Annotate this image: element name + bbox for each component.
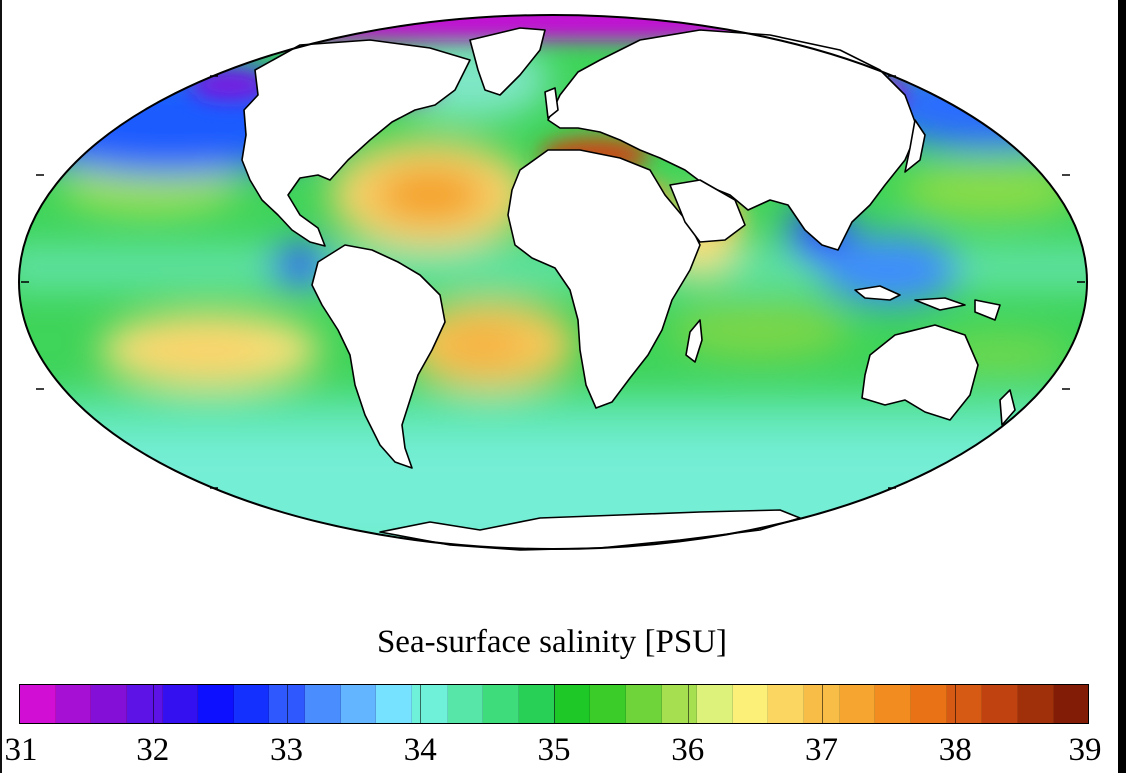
colorbar-segment bbox=[269, 685, 306, 723]
colorbar-segment bbox=[839, 685, 876, 723]
colorbar-segment bbox=[875, 685, 912, 723]
latitude-ticks bbox=[21, 75, 1085, 489]
colorbar-segment bbox=[305, 685, 341, 723]
colorbar-segment bbox=[233, 685, 270, 723]
colorbar-segment bbox=[697, 685, 733, 723]
colorbar-segment bbox=[126, 685, 163, 723]
indonesia bbox=[854, 285, 901, 301]
australia bbox=[861, 324, 979, 421]
colorbar-segment bbox=[911, 685, 947, 723]
colorbar-segment bbox=[661, 685, 698, 723]
colorbar-segment bbox=[198, 685, 234, 723]
colorbar-tick-label: 35 bbox=[537, 732, 571, 768]
salinity-world-map bbox=[18, 14, 1088, 551]
japan bbox=[904, 119, 926, 173]
eurasia bbox=[547, 29, 919, 251]
south-america bbox=[311, 244, 446, 469]
north-america bbox=[241, 39, 471, 247]
greenland bbox=[469, 27, 546, 96]
colorbar-segment bbox=[376, 685, 413, 723]
colorbar-segment bbox=[732, 685, 769, 723]
colorbar-tick-label: 33 bbox=[270, 732, 303, 768]
colorbar-segment bbox=[590, 685, 626, 723]
arabia bbox=[669, 179, 746, 243]
colorbar-segment bbox=[1017, 685, 1054, 723]
land-masses bbox=[241, 27, 1016, 551]
colorbar-segment bbox=[162, 685, 199, 723]
colorbar-segment bbox=[1053, 685, 1089, 723]
colorbar-segment bbox=[91, 685, 127, 723]
colorbar-segment bbox=[625, 685, 662, 723]
salinity-colorbar bbox=[19, 684, 1089, 724]
colorbar-tick-label: 34 bbox=[403, 732, 437, 768]
colorbar-segment bbox=[447, 685, 484, 723]
africa bbox=[507, 149, 701, 409]
colorbar-tick-label: 37 bbox=[805, 732, 838, 768]
colorbar-tick-label: 39 bbox=[1068, 732, 1102, 768]
colorbar-tick-label: 36 bbox=[671, 732, 705, 768]
globe-outline bbox=[18, 14, 1088, 550]
colorbar-segment bbox=[412, 685, 448, 723]
colorbar-segment bbox=[982, 685, 1018, 723]
colorbar-segment bbox=[768, 685, 805, 723]
colorbar-segment bbox=[804, 685, 840, 723]
left-frame-edge bbox=[0, 0, 2, 773]
colorbar-tick-label: 32 bbox=[136, 732, 170, 768]
colorbar-tick-label: 38 bbox=[938, 732, 972, 768]
colorbar-segment bbox=[554, 685, 591, 723]
right-frame-edge bbox=[1118, 0, 1126, 773]
british-isles bbox=[544, 87, 559, 119]
madagascar bbox=[685, 319, 703, 363]
colorbar-segment bbox=[518, 685, 555, 723]
new-zealand bbox=[999, 389, 1016, 426]
colorbar-segment bbox=[55, 685, 92, 723]
colorbar-title: Sea-surface salinity [PSU] bbox=[376, 624, 728, 660]
colorbar-segment bbox=[20, 685, 56, 723]
colorbar-segment bbox=[946, 685, 983, 723]
colorbar-tick-label: 31 bbox=[4, 732, 38, 768]
colorbar-segment bbox=[483, 685, 519, 723]
colorbar-segment bbox=[340, 685, 377, 723]
